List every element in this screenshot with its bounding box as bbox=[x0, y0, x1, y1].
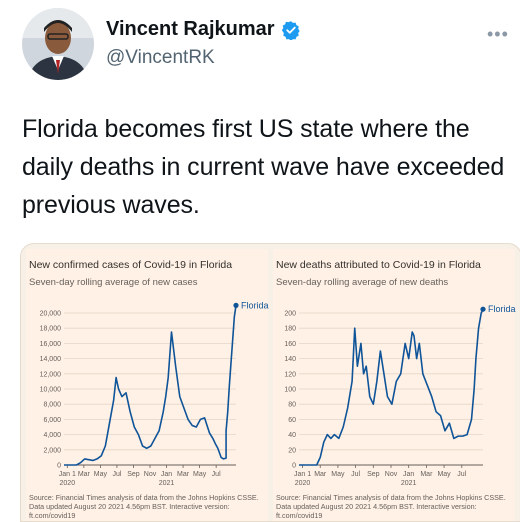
y-tick-label: 20 bbox=[288, 447, 296, 454]
cases-chart-panel: New confirmed cases of Covid-19 in Flori… bbox=[26, 249, 269, 521]
tweet-header: Vincent Rajkumar @VincentRK ••• bbox=[0, 0, 520, 90]
y-tick-label: 180 bbox=[284, 326, 296, 333]
x-tick-label: Sep bbox=[367, 471, 380, 478]
series-label: Florida bbox=[488, 304, 516, 314]
source-line: ft.com/covid19 bbox=[29, 511, 76, 520]
chart-subtitle: Seven-day rolling average of new deaths bbox=[276, 277, 449, 288]
x-tick-label: Nov bbox=[144, 471, 157, 478]
chart-title: New confirmed cases of Covid-19 in Flori… bbox=[29, 259, 233, 271]
series-end-point bbox=[480, 306, 486, 312]
x-tick-label: May bbox=[437, 471, 451, 478]
y-tick-label: 0 bbox=[292, 463, 296, 470]
cases-chart: 0 2,000 4,000 6,000 8,000 10,000 12,000 14,000 1… bbox=[40, 300, 269, 487]
source-line: ft.com/covid19 bbox=[276, 511, 323, 520]
y-tick-label: 4,000 bbox=[43, 432, 61, 439]
y-tick-label: 14,000 bbox=[40, 356, 62, 363]
x-year-label: 2020 bbox=[295, 480, 311, 487]
source-line: Source: Financial Times analysis of data… bbox=[276, 493, 506, 502]
y-tick-label: 2,000 bbox=[43, 447, 61, 454]
user-handle[interactable]: @VincentRK bbox=[106, 47, 215, 68]
y-tick-label: 8,000 bbox=[43, 402, 61, 409]
y-tick-label: 10,000 bbox=[40, 387, 62, 394]
y-tick-label: 6,000 bbox=[43, 417, 61, 424]
x-year-label: 2021 bbox=[401, 480, 417, 487]
y-tick-label: 12,000 bbox=[40, 371, 62, 378]
y-tick-label: 16,000 bbox=[40, 341, 62, 348]
x-tick-label: Mar bbox=[78, 471, 91, 478]
x-tick-label: Jan bbox=[403, 471, 414, 478]
series-line-florida bbox=[64, 305, 237, 466]
chart-subtitle: Seven-day rolling average of new cases bbox=[29, 277, 198, 288]
series-end-point bbox=[233, 302, 239, 308]
x-year-label: 2021 bbox=[159, 480, 175, 487]
chart-title: New deaths attributed to Covid-19 in Flo… bbox=[276, 259, 481, 271]
more-options-icon[interactable]: ••• bbox=[487, 24, 509, 44]
x-tick-label: May bbox=[331, 471, 345, 478]
x-tick-label: Sep bbox=[127, 471, 140, 478]
x-tick-label: May bbox=[94, 471, 108, 478]
x-tick-label: Mar bbox=[420, 471, 433, 478]
y-tick-label: 20,000 bbox=[40, 311, 62, 318]
x-tick-label: Jul bbox=[112, 471, 121, 478]
source-line: Data updated August 20 2021 4.56pm BST. … bbox=[29, 502, 230, 511]
verified-badge-icon bbox=[281, 20, 300, 40]
x-tick-label: Jul bbox=[212, 471, 221, 478]
y-tick-label: 0 bbox=[57, 463, 61, 470]
x-tick-label: Mar bbox=[177, 471, 190, 478]
y-tick-label: 160 bbox=[284, 341, 296, 348]
y-tick-label: 120 bbox=[284, 371, 296, 378]
y-tick-label: 200 bbox=[284, 311, 296, 318]
name-row: Vincent Rajkumar bbox=[106, 18, 301, 41]
avatar-photo bbox=[22, 8, 94, 80]
avatar[interactable] bbox=[22, 8, 94, 80]
x-tick-label: Jan 1 bbox=[294, 471, 311, 478]
chart-source: Source: Financial Times analysis of data… bbox=[29, 493, 267, 520]
y-tick-label: 40 bbox=[288, 432, 296, 439]
series-label: Florida bbox=[241, 300, 269, 310]
x-tick-label: Jan 1 bbox=[59, 471, 76, 478]
y-tick-label: 80 bbox=[288, 402, 296, 409]
display-name[interactable]: Vincent Rajkumar bbox=[106, 18, 275, 40]
series-line-florida bbox=[299, 308, 484, 466]
x-tick-label: May bbox=[193, 471, 207, 478]
tweet-text: Florida becomes first US state where the… bbox=[22, 115, 505, 219]
x-tick-label: Jan bbox=[161, 471, 172, 478]
x-tick-label: Nov bbox=[385, 471, 398, 478]
x-year-label: 2020 bbox=[60, 480, 76, 487]
chart-source: Source: Financial Times analysis of data… bbox=[276, 493, 514, 520]
y-tick-label: 100 bbox=[284, 387, 296, 394]
y-tick-label: 60 bbox=[288, 417, 296, 424]
source-line: Data updated August 20 2021 4.56pm BST. … bbox=[276, 502, 477, 511]
x-tick-label: Jul bbox=[351, 471, 360, 478]
x-tick-label: Jul bbox=[457, 471, 466, 478]
y-tick-label: 140 bbox=[284, 356, 296, 363]
source-line: Source: Financial Times analysis of data… bbox=[29, 493, 259, 502]
x-tick-label: Mar bbox=[314, 471, 327, 478]
y-tick-label: 18,000 bbox=[40, 326, 62, 333]
tweet-media[interactable]: New confirmed cases of Covid-19 in Flori… bbox=[20, 243, 520, 522]
deaths-chart-panel: New deaths attributed to Covid-19 in Flo… bbox=[273, 249, 516, 521]
